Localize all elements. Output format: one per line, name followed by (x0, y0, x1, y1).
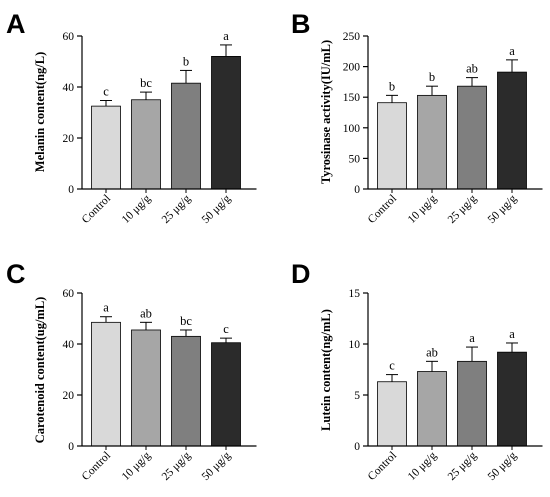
y-tick-label: 250 (343, 31, 361, 43)
x-tick-label: Control (366, 193, 399, 226)
significance-label: b (429, 70, 435, 84)
x-tick-label: 25 μg/g (446, 192, 480, 226)
x-tick-label: Control (80, 193, 113, 226)
significance-label: ab (426, 345, 438, 359)
x-tick-label: 10 μg/g (406, 449, 440, 483)
bar (171, 335, 201, 447)
y-tick-label: 0 (68, 441, 74, 453)
y-tick-label: 40 (63, 339, 75, 351)
bar (497, 351, 527, 447)
x-tick-label: 10 μg/g (406, 192, 440, 226)
panel-d-letter: D (291, 259, 311, 289)
y-tick-label: 0 (354, 441, 360, 453)
significance-label: c (223, 322, 229, 336)
x-tick-label: 50 μg/g (200, 192, 234, 226)
significance-label: bc (180, 314, 192, 328)
significance-label: c (389, 359, 395, 373)
panel-b-letter: B (291, 9, 311, 39)
bar (417, 371, 447, 447)
x-tick-label: 25 μg/g (160, 192, 194, 226)
significance-label: bc (140, 76, 152, 90)
bar (377, 381, 407, 447)
significance-label: b (183, 54, 189, 68)
y-tick-label: 20 (63, 390, 75, 402)
x-tick-label: Control (366, 450, 399, 483)
significance-label: c (103, 85, 109, 99)
x-tick-label: 50 μg/g (200, 449, 234, 483)
y-tick-label: 10 (349, 339, 361, 351)
y-tick-label: 200 (343, 62, 361, 74)
y-tick-label: 60 (63, 31, 75, 43)
y-tick-label: 15 (349, 288, 361, 300)
y-axis-title: Carotenoid content(ug/mL) (33, 297, 47, 444)
bar (171, 82, 201, 190)
bar (131, 329, 161, 447)
significance-label: a (223, 29, 229, 43)
y-tick-label: 5 (354, 390, 360, 402)
panel-a-letter: A (6, 9, 26, 39)
significance-label: a (103, 301, 109, 315)
significance-label: a (509, 327, 515, 341)
significance-label: a (469, 331, 475, 345)
x-tick-label: 50 μg/g (486, 192, 520, 226)
x-tick-label: Control (80, 450, 113, 483)
bar (211, 342, 241, 447)
bar (211, 56, 241, 190)
significance-label: ab (466, 62, 478, 76)
y-tick-label: 20 (63, 133, 75, 145)
x-tick-label: 50 μg/g (486, 449, 520, 483)
significance-label: a (509, 44, 515, 58)
bar (131, 99, 161, 190)
significance-label: ab (140, 306, 152, 320)
y-tick-label: 150 (343, 92, 361, 104)
y-tick-label: 50 (349, 153, 361, 165)
y-axis-title: Melanin content(ng/L) (33, 52, 47, 172)
x-tick-label: 10 μg/g (120, 192, 154, 226)
bar (377, 102, 407, 190)
bar (417, 94, 447, 190)
x-tick-label: 10 μg/g (120, 449, 154, 483)
y-tick-label: 40 (63, 82, 75, 94)
x-tick-label: 25 μg/g (160, 449, 194, 483)
bar (457, 85, 487, 190)
x-tick-label: 25 μg/g (446, 449, 480, 483)
panel-c-letter: C (6, 259, 26, 289)
y-tick-label: 60 (63, 288, 75, 300)
y-tick-label: 100 (343, 123, 361, 135)
y-axis-title: Tyrosinase activity(IU/mL) (319, 40, 333, 184)
significance-label: b (389, 79, 395, 93)
y-axis-title: Lutein content(ng/mL) (319, 309, 333, 431)
y-tick-label: 0 (354, 184, 360, 196)
bar (457, 360, 487, 447)
bar (497, 71, 527, 190)
bar (91, 321, 121, 447)
y-tick-label: 0 (68, 184, 74, 196)
bar (91, 105, 121, 190)
